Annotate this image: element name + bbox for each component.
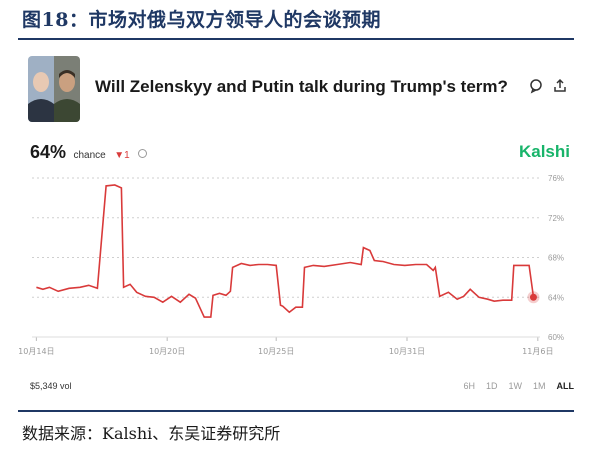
- series-line: [36, 184, 535, 318]
- source-note: 数据来源：Kalshi、东吴证券研究所: [22, 424, 281, 443]
- chance-value: 64%: [30, 142, 67, 162]
- y-tick-label: 68%: [548, 254, 564, 263]
- comment-icon[interactable]: [528, 78, 544, 94]
- chance-label: chance: [73, 150, 106, 161]
- range-button-all[interactable]: ALL: [556, 381, 575, 391]
- source-rule: [18, 410, 574, 412]
- y-tick-label: 76%: [548, 174, 564, 183]
- y-tick-label: 60%: [548, 333, 564, 342]
- share-icon[interactable]: [552, 78, 568, 94]
- x-tick-label: 10月25日: [258, 347, 294, 356]
- x-tick-label: 10月14日: [18, 347, 54, 356]
- range-button-1m[interactable]: 1M: [532, 381, 546, 391]
- chance-delta: ▼1: [114, 150, 130, 161]
- chance-summary: 64% chance ▼1: [30, 142, 148, 163]
- volume-label: $5,349 vol: [30, 381, 72, 391]
- info-icon[interactable]: [138, 149, 148, 159]
- x-tick-label: 10月20日: [149, 347, 185, 356]
- kalshi-logo[interactable]: Kalshi: [518, 142, 570, 161]
- range-button-1w[interactable]: 1W: [508, 381, 522, 391]
- avatar-image-icon: [28, 56, 80, 122]
- range-button-6h[interactable]: 6H: [463, 381, 475, 391]
- market-question[interactable]: Will Zelenskyy and Putin talk during Tru…: [95, 77, 508, 96]
- y-tick-label: 64%: [548, 293, 564, 302]
- range-button-1d[interactable]: 1D: [485, 381, 498, 391]
- time-range-selector: 6H 1D 1W 1M ALL: [452, 381, 574, 391]
- x-tick-label: 11月6日: [522, 347, 553, 356]
- probability-chart: 76% 72% 68% 64% 60% 10月14日 10月20日 10月25日 10月31日 1…: [18, 174, 564, 356]
- title-rule: [18, 38, 574, 40]
- figure-title: 图18：市场对俄乌双方领导人的会谈预期: [22, 9, 381, 31]
- market-card: Will Zelenskyy and Putin talk during Tru…: [18, 42, 574, 408]
- current-point: [529, 293, 537, 301]
- x-tick-label: 10月31日: [389, 347, 425, 356]
- y-tick-label: 72%: [548, 214, 564, 223]
